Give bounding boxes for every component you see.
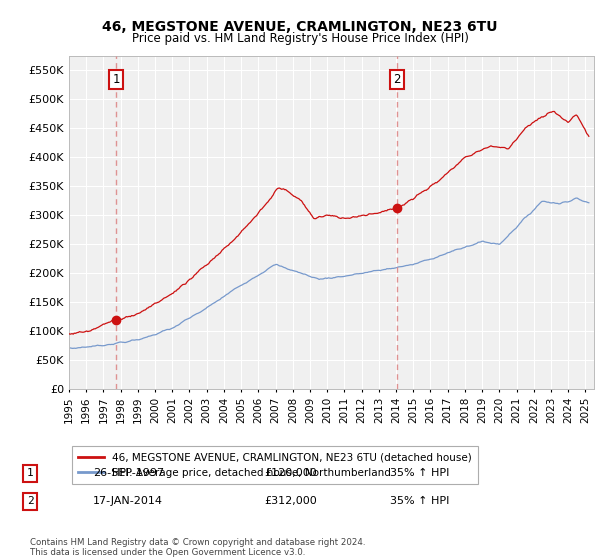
Text: £120,000: £120,000 — [264, 468, 317, 478]
Legend: 46, MEGSTONE AVENUE, CRAMLINGTON, NE23 6TU (detached house), HPI: Average price,: 46, MEGSTONE AVENUE, CRAMLINGTON, NE23 6… — [71, 446, 478, 484]
Text: 35% ↑ HPI: 35% ↑ HPI — [390, 468, 449, 478]
Text: 26-SEP-1997: 26-SEP-1997 — [93, 468, 164, 478]
Text: Contains HM Land Registry data © Crown copyright and database right 2024.
This d: Contains HM Land Registry data © Crown c… — [30, 538, 365, 557]
Text: Price paid vs. HM Land Registry's House Price Index (HPI): Price paid vs. HM Land Registry's House … — [131, 32, 469, 45]
Text: 17-JAN-2014: 17-JAN-2014 — [93, 496, 163, 506]
Text: 46, MEGSTONE AVENUE, CRAMLINGTON, NE23 6TU: 46, MEGSTONE AVENUE, CRAMLINGTON, NE23 6… — [102, 20, 498, 34]
Text: 1: 1 — [26, 468, 34, 478]
Text: 2: 2 — [393, 73, 401, 86]
Text: £312,000: £312,000 — [264, 496, 317, 506]
Text: 2: 2 — [26, 496, 34, 506]
Text: 1: 1 — [112, 73, 120, 86]
Text: 35% ↑ HPI: 35% ↑ HPI — [390, 496, 449, 506]
